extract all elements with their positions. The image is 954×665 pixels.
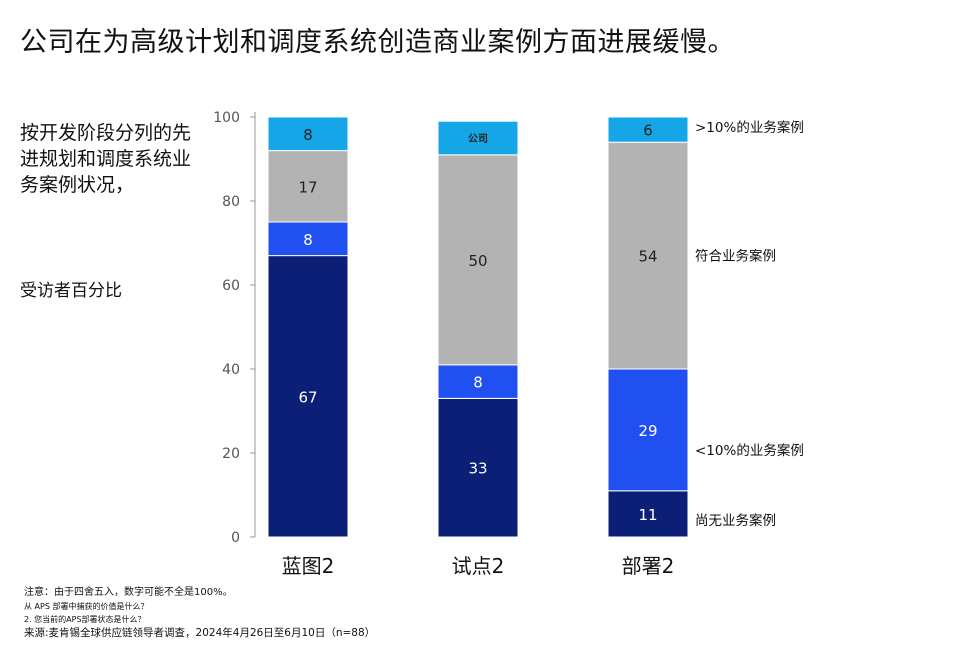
x-category-label: 蓝图2 (282, 554, 335, 578)
bars: 67 8 17 8 33 8 50 公司 11 29 54 6 (267, 116, 689, 538)
bar-value-label: 8 (473, 374, 483, 392)
x-category-label: 试点2 (452, 554, 505, 578)
footnote-question-1: 从 APS 部署中捕获的价值是什么？ (24, 602, 149, 611)
stacked-bar-chart: 0 20 40 60 80 100 67 8 17 8 33 8 50 公司 11 29 54 6 蓝图2 试点2… (213, 110, 804, 578)
bar-value-label: 8 (303, 231, 313, 249)
bar-value-label: 29 (638, 422, 657, 440)
x-axis-labels: 蓝图2 试点2 部署2 (282, 554, 675, 578)
bar-value-label: 11 (638, 506, 657, 524)
unit-label: 受访者百分比 (20, 281, 122, 301)
page-title: 公司在为高级计划和调度系统创造商业案例方面进展缓慢。 (20, 27, 735, 58)
bar-segment (437, 154, 519, 366)
y-tick-label: 40 (222, 362, 240, 378)
bar-value-label: 6 (643, 122, 653, 140)
bar-value-label: 公司 (468, 133, 488, 145)
y-tick-label: 100 (213, 110, 240, 126)
bar-segment (267, 116, 349, 152)
bar-segment (607, 141, 689, 370)
legend-label: 符合业务案例 (695, 248, 776, 265)
bar-value-label: 8 (303, 126, 313, 144)
y-tick-label: 60 (222, 278, 240, 294)
chart-subtitle: 按开发阶段分列的先进规划和调度系统业务案例状况， (20, 122, 192, 196)
legend-label: 尚无业务案例 (695, 512, 776, 529)
bar-segment (607, 490, 689, 538)
bar-value-label: 54 (638, 248, 657, 266)
bar-segment (267, 255, 349, 538)
y-tick-label: 0 (231, 530, 240, 546)
bar-segment (607, 116, 689, 143)
footnotes: 注意：由于四舍五入，数字可能不全是100%。 从 APS 部署中捕获的价值是什么… (24, 586, 924, 640)
legend-label: <10%的业务案例 (695, 442, 804, 459)
y-tick-label: 80 (222, 194, 240, 210)
x-category-label: 部署2 (622, 554, 675, 578)
bar-segment (437, 120, 519, 156)
bar-value-label: 17 (298, 178, 317, 196)
y-axis: 0 20 40 60 80 100 (213, 110, 256, 546)
bar-segment (437, 364, 519, 399)
bar-value-label: 33 (468, 460, 487, 478)
bar-value-label: 50 (468, 252, 487, 270)
rounding-note: 注意：由于四舍五入，数字可能不全是100%。 (24, 587, 233, 598)
bar-segment (267, 150, 349, 223)
bar-segment (607, 368, 689, 492)
legend-label: >10%的业务案例 (695, 119, 804, 136)
bar-value-label: 67 (298, 388, 317, 406)
footnote-question-2: 2. 您当前的APS部署状态是什么？ (24, 615, 146, 624)
y-tick-label: 20 (222, 446, 240, 462)
source-note: 来源:麦肯锡全球供应链领导者调查，2024年4月26日至6月10日（n=88） (24, 627, 376, 639)
